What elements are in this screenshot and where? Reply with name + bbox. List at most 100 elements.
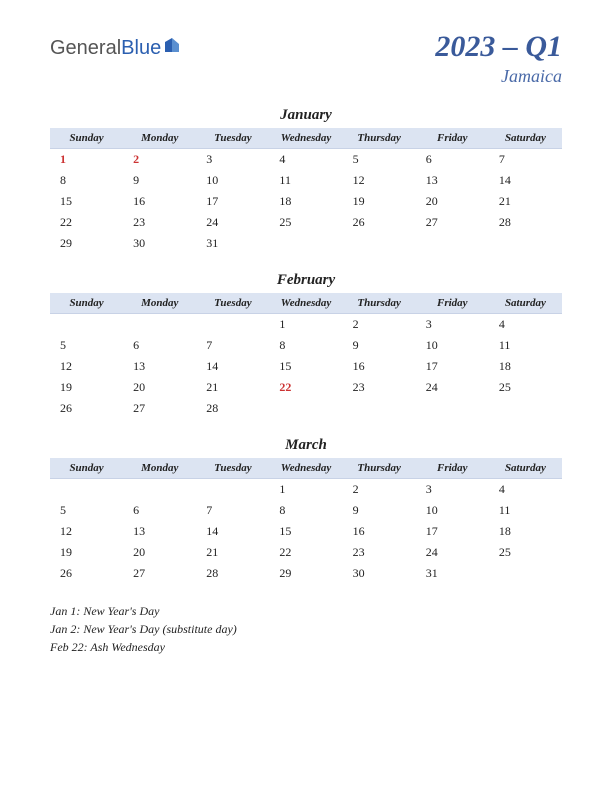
day-cell — [269, 398, 342, 419]
title-sub: Jamaica — [435, 66, 562, 87]
title-main: 2023 – Q1 — [435, 30, 562, 64]
day-cell: 25 — [269, 212, 342, 233]
day-cell: 8 — [269, 335, 342, 356]
day-cell: 15 — [269, 521, 342, 542]
day-cell: 10 — [416, 500, 489, 521]
day-cell — [343, 233, 416, 254]
day-cell: 16 — [343, 521, 416, 542]
holiday-item: Jan 1: New Year's Day — [50, 602, 562, 620]
day-cell — [416, 233, 489, 254]
day-cell: 5 — [50, 335, 123, 356]
table-row: 262728293031 — [50, 563, 562, 584]
day-cell: 16 — [123, 191, 196, 212]
calendar-table: SundayMondayTuesdayWednesdayThursdayFrid… — [50, 128, 562, 254]
day-cell: 18 — [489, 356, 562, 377]
day-cell: 14 — [196, 521, 269, 542]
header: GeneralBlue 2023 – Q1 Jamaica — [50, 30, 562, 87]
day-cell: 3 — [416, 479, 489, 501]
day-header: Friday — [416, 293, 489, 314]
day-cell: 5 — [50, 500, 123, 521]
table-row: 293031 — [50, 233, 562, 254]
day-cell: 28 — [489, 212, 562, 233]
day-cell: 11 — [489, 335, 562, 356]
day-cell: 27 — [123, 398, 196, 419]
day-cell: 23 — [343, 377, 416, 398]
table-row: 15161718192021 — [50, 191, 562, 212]
day-cell: 11 — [489, 500, 562, 521]
day-cell: 15 — [50, 191, 123, 212]
day-header: Tuesday — [196, 293, 269, 314]
day-cell: 7 — [196, 500, 269, 521]
title-block: 2023 – Q1 Jamaica — [435, 30, 562, 87]
day-cell: 2 — [123, 149, 196, 171]
day-header: Monday — [123, 293, 196, 314]
day-cell: 20 — [416, 191, 489, 212]
calendar-table: SundayMondayTuesdayWednesdayThursdayFrid… — [50, 293, 562, 419]
day-cell: 25 — [489, 542, 562, 563]
day-cell: 11 — [269, 170, 342, 191]
day-cell — [489, 233, 562, 254]
day-cell: 29 — [269, 563, 342, 584]
day-cell: 24 — [416, 377, 489, 398]
day-cell: 17 — [416, 356, 489, 377]
day-cell: 30 — [123, 233, 196, 254]
day-cell: 12 — [50, 521, 123, 542]
day-header: Monday — [123, 128, 196, 149]
day-cell — [416, 398, 489, 419]
day-cell: 18 — [489, 521, 562, 542]
day-header: Tuesday — [196, 128, 269, 149]
day-cell: 26 — [343, 212, 416, 233]
day-header: Monday — [123, 458, 196, 479]
day-header: Tuesday — [196, 458, 269, 479]
table-row: 22232425262728 — [50, 212, 562, 233]
day-cell: 17 — [416, 521, 489, 542]
table-row: 1234 — [50, 314, 562, 336]
day-cell: 25 — [489, 377, 562, 398]
day-cell: 26 — [50, 563, 123, 584]
day-cell: 3 — [416, 314, 489, 336]
table-row: 1234567 — [50, 149, 562, 171]
day-header: Friday — [416, 458, 489, 479]
day-cell: 6 — [123, 335, 196, 356]
day-header: Sunday — [50, 458, 123, 479]
table-row: 567891011 — [50, 335, 562, 356]
month-block: MarchSundayMondayTuesdayWednesdayThursda… — [50, 437, 562, 584]
holiday-list: Jan 1: New Year's DayJan 2: New Year's D… — [50, 602, 562, 656]
day-cell — [123, 479, 196, 501]
month-title: February — [50, 272, 562, 289]
day-cell: 19 — [343, 191, 416, 212]
day-header: Thursday — [343, 128, 416, 149]
day-cell: 2 — [343, 314, 416, 336]
day-cell: 24 — [196, 212, 269, 233]
day-header: Wednesday — [269, 293, 342, 314]
table-row: 891011121314 — [50, 170, 562, 191]
day-cell: 24 — [416, 542, 489, 563]
day-header: Saturday — [489, 128, 562, 149]
logo-text-2: Blue — [121, 37, 161, 60]
day-cell: 13 — [416, 170, 489, 191]
day-header: Friday — [416, 128, 489, 149]
day-cell: 9 — [343, 335, 416, 356]
day-cell — [123, 314, 196, 336]
months-container: JanuarySundayMondayTuesdayWednesdayThurs… — [50, 107, 562, 584]
table-row: 12131415161718 — [50, 356, 562, 377]
holiday-item: Feb 22: Ash Wednesday — [50, 638, 562, 656]
day-cell: 9 — [123, 170, 196, 191]
day-cell: 26 — [50, 398, 123, 419]
table-row: 567891011 — [50, 500, 562, 521]
day-cell: 4 — [269, 149, 342, 171]
month-block: JanuarySundayMondayTuesdayWednesdayThurs… — [50, 107, 562, 254]
day-cell: 4 — [489, 314, 562, 336]
table-row: 12131415161718 — [50, 521, 562, 542]
day-cell — [196, 479, 269, 501]
table-row: 262728 — [50, 398, 562, 419]
day-header: Saturday — [489, 458, 562, 479]
day-cell — [196, 314, 269, 336]
day-cell: 3 — [196, 149, 269, 171]
day-cell — [50, 314, 123, 336]
day-cell: 5 — [343, 149, 416, 171]
day-cell: 28 — [196, 398, 269, 419]
day-cell: 21 — [489, 191, 562, 212]
day-cell — [343, 398, 416, 419]
day-cell: 22 — [269, 377, 342, 398]
